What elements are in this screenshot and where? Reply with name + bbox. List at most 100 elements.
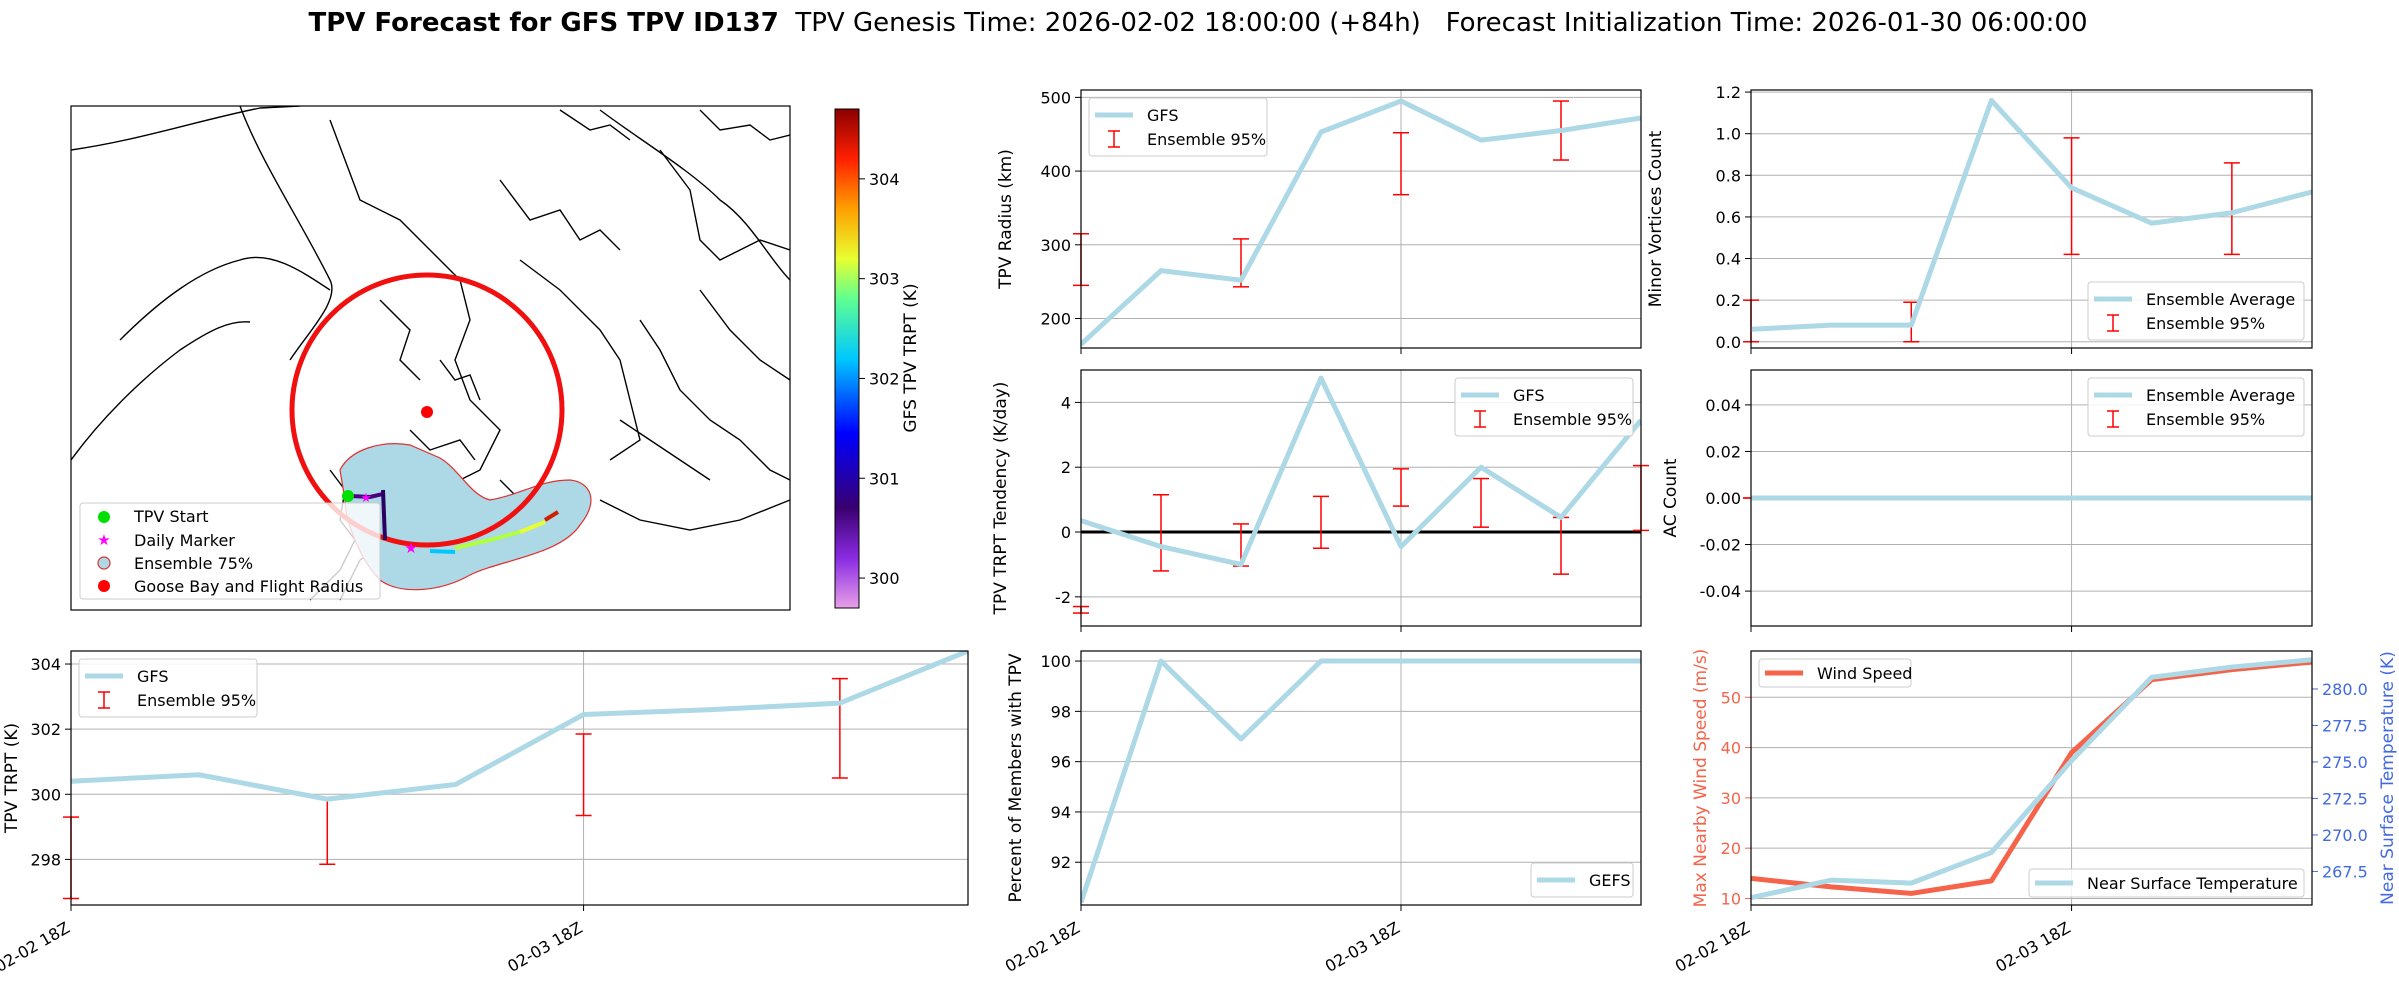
map-legend: TPV Start ★ Daily Marker Ensemble 75% Go… xyxy=(79,502,381,600)
legend-label: Ensemble 95% xyxy=(137,691,256,710)
chart-wind: 10 20 30 40 50 02-02 18Z 02-03 18Z 267.5 270.0 27… xyxy=(1672,649,2398,976)
y-tick-label: 0 xyxy=(1061,523,1071,542)
chart-percent: 92 94 96 98 100 02-02 18Z 02-03 18Z Percent of … xyxy=(1002,650,1642,976)
legend: Ensemble Average Ensemble 95% xyxy=(2087,377,2305,437)
legend-star-icon: ★ xyxy=(97,531,110,549)
y-tick-label: 0.04 xyxy=(1705,396,1741,415)
colorbar-tick-label: 303 xyxy=(869,270,900,289)
y-axis-label: AC Count xyxy=(1661,458,1681,537)
legend: GEFS xyxy=(1530,862,1634,898)
y-axis-label: TPV TRPT Tendency (K/day) xyxy=(991,382,1011,616)
series-line xyxy=(1081,375,1641,567)
title-bold: TPV Forecast for GFS TPV ID137 xyxy=(308,8,778,38)
y-tick-label: 304 xyxy=(30,655,61,674)
legend: GFS Ensemble 95% xyxy=(1088,97,1268,157)
y-tick-label: 0.00 xyxy=(1705,489,1741,508)
map-legend-label: TPV Start xyxy=(133,507,209,526)
y-tick-label: 0.2 xyxy=(1716,291,1741,310)
colorbar-tick-label: 304 xyxy=(869,170,900,189)
y-tick-label: 50 xyxy=(1721,688,1741,707)
y-tick-label: 302 xyxy=(30,720,61,739)
y-tick-label: 200 xyxy=(1040,310,1071,329)
plot-frame xyxy=(1750,89,2313,349)
tpv-start-marker xyxy=(342,490,354,502)
x-tick-label: 02-03 18Z xyxy=(504,918,585,976)
y2-tick-label: 272.5 xyxy=(2322,789,2368,808)
plot-frame xyxy=(1750,650,2313,906)
legend: GFS Ensemble 95% xyxy=(1454,377,1634,437)
y-tick-label: 40 xyxy=(1721,739,1741,758)
legend-box xyxy=(1088,97,1268,157)
y2-tick-label: 267.5 xyxy=(2322,862,2368,881)
temperature-line xyxy=(1751,657,2312,901)
legend-label: GEFS xyxy=(1589,871,1631,890)
y2-tick-label: 280.0 xyxy=(2322,680,2368,699)
y-tick-label: 500 xyxy=(1040,88,1071,107)
y-tick-label: 0.02 xyxy=(1705,442,1741,461)
legend-label: Near Surface Temperature xyxy=(2087,874,2298,893)
y-tick-label: 30 xyxy=(1721,789,1741,808)
figure-title: TPV Forecast for GFS TPV ID137 TPV Genes… xyxy=(308,8,2087,38)
legend-label: Ensemble 95% xyxy=(1147,130,1266,149)
legend-box xyxy=(1758,658,1912,688)
legend: Wind Speed Near Surface Temperature xyxy=(1758,658,2305,898)
y-tick-label: 300 xyxy=(1040,236,1071,255)
x-tick-label: 02-03 18Z xyxy=(1992,918,2073,976)
legend-box xyxy=(1530,862,1634,898)
map-legend-label: Daily Marker xyxy=(134,531,235,550)
goose-bay-flight-radius xyxy=(289,272,565,548)
legend-label: Ensemble 95% xyxy=(2146,410,2265,429)
daily-marker: ★ xyxy=(360,491,372,506)
ensemble-75-plume xyxy=(339,443,592,591)
legend-label: Ensemble Average xyxy=(2146,386,2295,405)
map-panel: ★ ★ TPV Start ★ Daily Marker Ensemble 75… xyxy=(70,105,921,611)
y-tick-label: 20 xyxy=(1721,839,1741,858)
daily-marker: ★ xyxy=(404,539,417,557)
x-tick-label: 02-03 18Z xyxy=(1322,918,1403,976)
y-axis-label: TPV Radius (km) xyxy=(996,149,1016,290)
legend-box xyxy=(2087,377,2305,437)
legend-label: GFS xyxy=(1147,106,1178,125)
y-axis-label: Max Nearby Wind Speed (m/s) xyxy=(1691,649,1711,908)
y-tick-label: 0.0 xyxy=(1716,333,1741,352)
map-legend-box xyxy=(79,502,381,600)
y-axis-label: TPV TRPT (K) xyxy=(2,723,22,834)
y-tick-label: -2 xyxy=(1055,588,1071,607)
y-tick-label: 298 xyxy=(30,850,61,869)
colorbar xyxy=(834,108,860,609)
y-tick-label: 2 xyxy=(1061,458,1071,477)
y2-tick-label: 277.5 xyxy=(2322,716,2368,735)
legend-label: Ensemble Average xyxy=(2146,290,2295,309)
series-line xyxy=(1081,658,1641,904)
plot-frame xyxy=(70,650,969,906)
y-tick-label: 96 xyxy=(1051,753,1071,772)
legend-box xyxy=(2087,281,2305,341)
map-frame xyxy=(70,105,791,611)
y-tick-label: 400 xyxy=(1040,162,1071,181)
title-rest: TPV Genesis Time: 2026-02-02 18:00:00 (+… xyxy=(779,8,2088,38)
series-line xyxy=(71,651,968,802)
y-tick-label: 0.8 xyxy=(1716,166,1741,185)
y-tick-label: 1.0 xyxy=(1716,125,1741,144)
series-line xyxy=(1081,98,1641,347)
y-axis-label: Percent of Members with TPV xyxy=(1006,653,1026,902)
tpv-track-segment xyxy=(429,549,456,554)
chart-trpt: 298 300 302 304 02-02 18Z 02-03 18Z TPV TRPT (… xyxy=(0,650,969,976)
chart-tendency: -2 0 2 4 TPV TRPT Tendency (K/day) GFS Ensembl… xyxy=(991,369,1649,632)
tpv-track-segment xyxy=(543,510,560,522)
y-tick-label: 4 xyxy=(1061,393,1071,412)
legend-label: Ensemble 95% xyxy=(2146,314,2265,333)
y-tick-label: 92 xyxy=(1051,853,1071,872)
legend-label: Ensemble 95% xyxy=(1513,410,1632,429)
y-tick-label: 1.2 xyxy=(1716,83,1741,102)
plot-frame xyxy=(1080,89,1642,349)
colorbar-tick-label: 300 xyxy=(869,569,900,588)
y-axis-label: Minor Vortices Count xyxy=(1646,130,1666,307)
y-tick-label: 100 xyxy=(1040,652,1071,671)
legend-box xyxy=(1454,377,1634,437)
map-legend-label: Ensemble 75% xyxy=(134,554,253,573)
tpv-track-segment xyxy=(350,492,384,500)
y-tick-label: -0.04 xyxy=(1700,582,1741,601)
colorbar-tick-label: 301 xyxy=(869,469,900,488)
